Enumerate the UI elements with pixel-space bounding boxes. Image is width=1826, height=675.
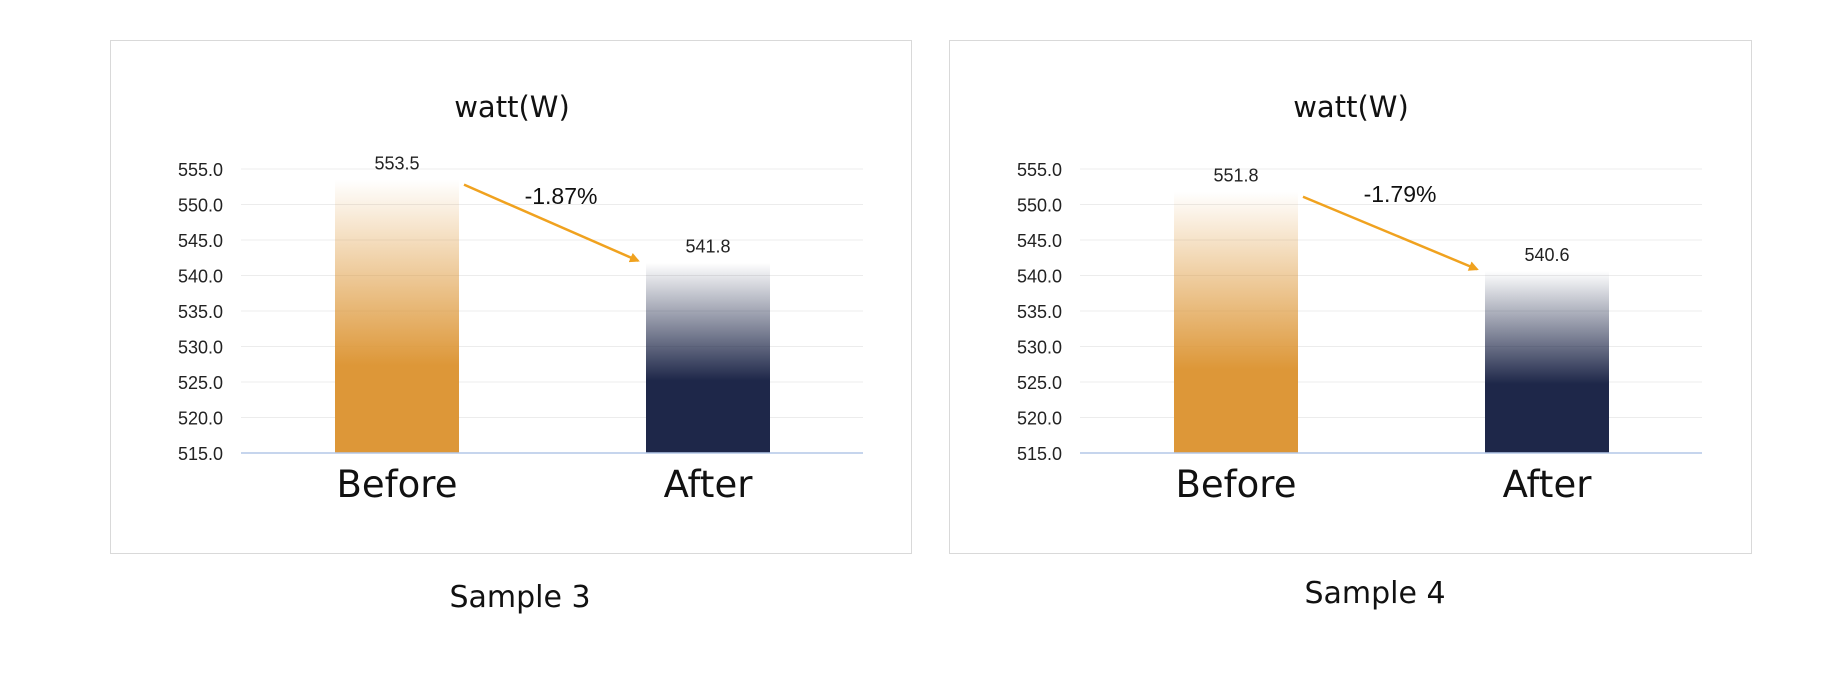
chart-panel-sample-3: watt(W) 515.0 520.0 525.0 530.0 535.0 540.0 545… <box>110 40 912 554</box>
x-category-label: Before <box>337 463 458 506</box>
chart-panel-sample-4: watt(W) 515.0 520.0 525.0 530.0 535.0 540.0 545… <box>949 40 1752 554</box>
x-category-label: Before <box>1176 463 1297 506</box>
percent-change-annotation: -1.87% <box>525 183 598 209</box>
y-tick-label: 530.0 <box>1017 338 1062 358</box>
bar-before <box>1174 191 1298 453</box>
chart-svg-sample-3: watt(W) 515.0 520.0 525.0 530.0 535.0 540.0 545… <box>178 90 863 506</box>
y-tick-label: 530.0 <box>178 338 223 358</box>
y-tick-label: 545.0 <box>1017 231 1062 251</box>
chart-title: watt(W) <box>454 90 570 124</box>
chart-title: watt(W) <box>1293 90 1409 124</box>
bar-after <box>646 262 770 453</box>
y-tick-label: 515.0 <box>178 444 223 464</box>
y-tick-label: 550.0 <box>178 196 223 216</box>
y-tick-label: 535.0 <box>1017 302 1062 322</box>
chart-svg-sample-4: watt(W) 515.0 520.0 525.0 530.0 535.0 540.0 545… <box>1017 90 1702 506</box>
percent-change-annotation: -1.79% <box>1364 181 1437 207</box>
y-tick-label: 525.0 <box>178 373 223 393</box>
bar-after <box>1485 271 1609 453</box>
x-category-label: After <box>664 463 754 506</box>
change-arrow <box>463 183 640 263</box>
y-tick-label: 515.0 <box>1017 444 1062 464</box>
y-tick-label: 520.0 <box>1017 409 1062 429</box>
y-tick-label: 525.0 <box>1017 373 1062 393</box>
y-tick-label: 555.0 <box>1017 160 1062 180</box>
caption-sample-4: Sample 4 <box>1304 576 1446 611</box>
y-tick-label: 555.0 <box>178 160 223 180</box>
data-label: 551.8 <box>1213 166 1258 186</box>
y-tick-label: 535.0 <box>178 302 223 322</box>
data-label: 553.5 <box>374 154 419 174</box>
y-tick-label: 540.0 <box>178 267 223 287</box>
y-tick-label: 550.0 <box>1017 196 1062 216</box>
bar-before <box>335 179 459 453</box>
y-tick-label: 540.0 <box>1017 267 1062 287</box>
change-arrow <box>1302 195 1479 271</box>
y-tick-label: 545.0 <box>178 231 223 251</box>
y-tick-label: 520.0 <box>178 409 223 429</box>
x-category-label: After <box>1503 463 1593 506</box>
caption-sample-3: Sample 3 <box>449 580 591 615</box>
data-label: 540.6 <box>1524 245 1569 265</box>
data-label: 541.8 <box>685 237 730 257</box>
